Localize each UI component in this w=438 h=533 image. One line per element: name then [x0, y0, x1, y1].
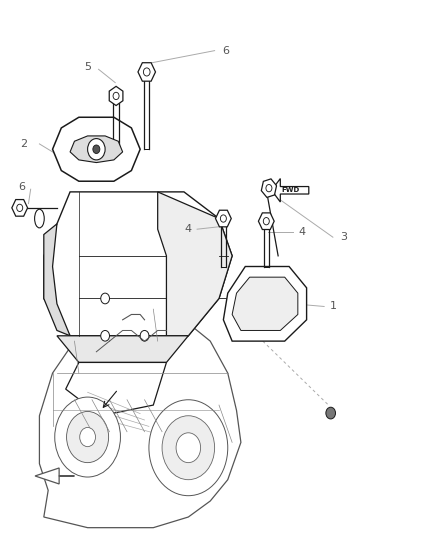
Circle shape: [149, 400, 228, 496]
Text: 5: 5: [84, 62, 91, 71]
Polygon shape: [66, 362, 166, 416]
Polygon shape: [44, 192, 232, 336]
Polygon shape: [12, 199, 28, 216]
Circle shape: [220, 215, 226, 222]
Text: 1: 1: [329, 302, 336, 311]
Polygon shape: [57, 336, 188, 362]
Polygon shape: [215, 210, 231, 227]
Circle shape: [162, 416, 215, 480]
Polygon shape: [223, 266, 307, 341]
Text: 4: 4: [185, 224, 192, 234]
Circle shape: [80, 427, 95, 447]
Polygon shape: [53, 117, 140, 181]
Circle shape: [17, 204, 23, 212]
Circle shape: [67, 411, 109, 463]
Polygon shape: [272, 179, 309, 202]
Polygon shape: [35, 468, 74, 484]
Circle shape: [326, 407, 336, 419]
Polygon shape: [44, 224, 70, 336]
Polygon shape: [258, 213, 274, 230]
Circle shape: [101, 330, 110, 341]
Circle shape: [140, 330, 149, 341]
Circle shape: [176, 433, 201, 463]
Polygon shape: [158, 192, 232, 336]
Polygon shape: [39, 309, 241, 528]
Text: FWD: FWD: [281, 187, 300, 193]
Polygon shape: [232, 277, 298, 330]
Polygon shape: [138, 63, 155, 81]
Text: 6: 6: [222, 46, 229, 55]
Circle shape: [88, 139, 105, 160]
Circle shape: [101, 293, 110, 304]
Circle shape: [55, 397, 120, 477]
Circle shape: [266, 184, 272, 192]
Polygon shape: [109, 86, 123, 106]
Text: 2: 2: [21, 139, 28, 149]
Polygon shape: [261, 179, 276, 197]
Text: 4: 4: [299, 227, 306, 237]
Circle shape: [93, 145, 100, 154]
Circle shape: [113, 92, 119, 100]
Circle shape: [143, 68, 150, 76]
Text: 6: 6: [18, 182, 25, 191]
Polygon shape: [70, 136, 123, 163]
Text: 3: 3: [340, 232, 347, 242]
Circle shape: [263, 217, 269, 225]
